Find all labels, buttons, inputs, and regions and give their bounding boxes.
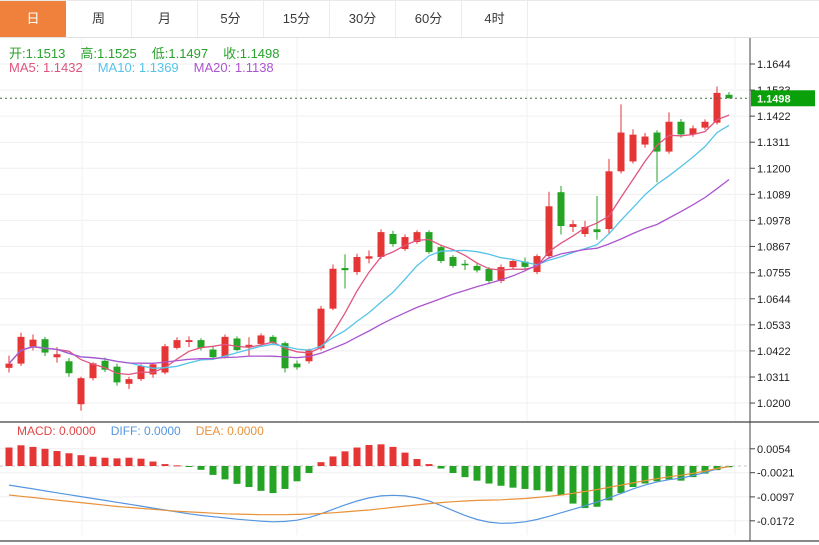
price-tick-label: 1.0644 bbox=[757, 294, 791, 306]
candlesticks-layer bbox=[5, 86, 733, 411]
price-tick-label: 1.1089 bbox=[757, 189, 791, 201]
macd-layer bbox=[5, 444, 733, 509]
macd-legend-item: MACD: 0.0000 bbox=[17, 424, 96, 438]
ma20-line bbox=[8, 178, 730, 365]
price-tick-label: 1.1200 bbox=[757, 163, 791, 175]
price-tick-label: 1.0311 bbox=[757, 372, 790, 384]
ma-legend-item: MA5: 1.1432 bbox=[9, 60, 83, 75]
ma-legend-item: MA20: 1.1138 bbox=[193, 60, 274, 75]
tab-日[interactable]: 日 bbox=[0, 1, 66, 37]
price-tick-label: 1.0533 bbox=[757, 320, 791, 332]
macd-tick-label: 0.0054 bbox=[757, 444, 791, 456]
axis-frame bbox=[0, 38, 819, 542]
ohlc-legend-item: 低:1.1497 bbox=[151, 46, 209, 61]
price-tick-label: 1.1422 bbox=[757, 111, 791, 123]
ma-legend: MA5: 1.1432 MA10: 1.1369 MA20: 1.1138 bbox=[9, 60, 289, 75]
chart-canvas[interactable]: 1.16441.15331.14221.13111.12001.10891.09… bbox=[0, 38, 819, 545]
tab-4时[interactable]: 4时 bbox=[462, 1, 528, 37]
current-price-value: 1.1498 bbox=[757, 93, 791, 105]
ohlc-legend: 开:1.1513 高:1.1525 低:1.1497 收:1.1498 bbox=[9, 43, 295, 62]
price-axis: 1.16441.15331.14221.13111.12001.10891.09… bbox=[750, 59, 794, 528]
macd-tick-label: -0.0097 bbox=[757, 492, 794, 504]
macd-tick-label: -0.0021 bbox=[757, 468, 794, 480]
price-tick-label: 1.0200 bbox=[757, 398, 791, 410]
ohlc-legend-item: 收:1.1498 bbox=[223, 46, 280, 61]
macd-legend: MACD: 0.0000 DIFF: 0.0000 DEA: 0.0000 bbox=[17, 424, 279, 438]
price-tick-label: 1.1311 bbox=[757, 137, 790, 149]
price-tick-label: 1.0422 bbox=[757, 346, 791, 358]
tab-5分[interactable]: 5分 bbox=[198, 1, 264, 37]
dea-line bbox=[8, 466, 730, 516]
ma5-line bbox=[8, 114, 730, 376]
tab-周[interactable]: 周 bbox=[66, 1, 132, 37]
tab-月[interactable]: 月 bbox=[132, 1, 198, 37]
tab-60分[interactable]: 60分 bbox=[396, 1, 462, 37]
diff-line bbox=[8, 465, 730, 524]
tab-15分[interactable]: 15分 bbox=[264, 1, 330, 37]
current-price-badge: 1.1498 bbox=[751, 90, 815, 107]
macd-legend-item: DEA: 0.0000 bbox=[195, 424, 264, 438]
gridlines bbox=[0, 38, 750, 535]
ohlc-legend-item: 开:1.1513 bbox=[9, 46, 66, 61]
tab-30分[interactable]: 30分 bbox=[330, 1, 396, 37]
ohlc-legend-item: 高:1.1525 bbox=[80, 46, 137, 61]
period-tabbar: 日周月 5分 15分 30分 60分 4时 bbox=[0, 0, 819, 38]
price-tick-label: 1.0978 bbox=[757, 215, 791, 227]
price-tick-label: 1.0755 bbox=[757, 268, 791, 280]
price-tick-label: 1.1644 bbox=[757, 59, 791, 71]
ma-legend-item: MA10: 1.1369 bbox=[97, 60, 179, 75]
macd-legend-item: DIFF: 0.0000 bbox=[110, 424, 181, 438]
macd-tick-label: -0.0172 bbox=[757, 516, 794, 528]
price-tick-label: 1.0867 bbox=[757, 241, 791, 253]
